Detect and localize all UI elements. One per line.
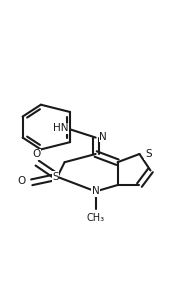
- Text: S: S: [52, 172, 59, 182]
- Text: N: N: [92, 186, 100, 197]
- Text: O: O: [17, 176, 26, 186]
- Text: O: O: [32, 149, 40, 159]
- Text: S: S: [145, 149, 152, 159]
- Text: N: N: [99, 132, 107, 142]
- Text: CH₃: CH₃: [87, 213, 105, 223]
- Text: HN: HN: [53, 124, 69, 133]
